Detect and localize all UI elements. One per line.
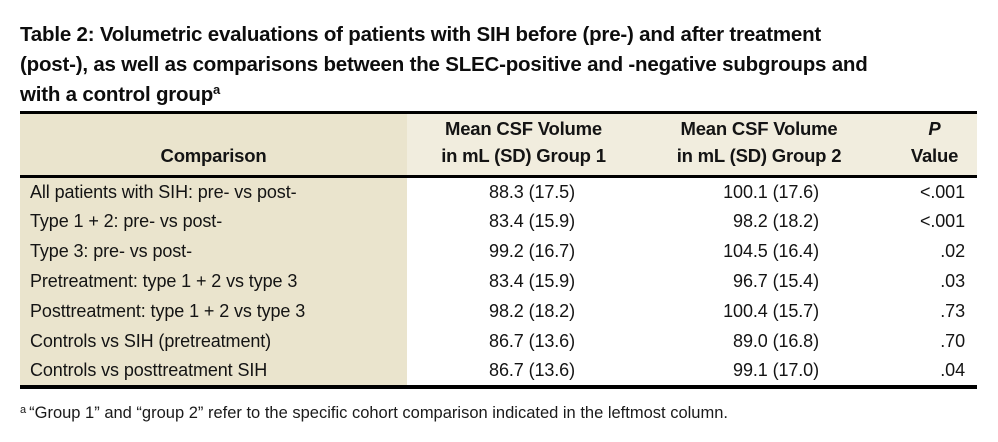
cell-group2: 100.1 (17.6) <box>640 176 862 207</box>
table-header-row: Comparison Mean CSF Volume in mL (SD) Gr… <box>20 112 977 178</box>
table-row: Posttreatment: type 1 + 2 vs type 3 98.2… <box>20 296 977 327</box>
cell-comparison: Pretreatment: type 1 + 2 vs type 3 <box>20 266 407 297</box>
footnote-marker: a <box>20 404 27 416</box>
column-header-group1-line2: in mL (SD) Group 1 <box>441 145 606 166</box>
column-header-p-value: P Value <box>862 112 977 178</box>
table-row: Type 3: pre- vs post- 99.2 (16.7) 104.5 … <box>20 236 977 267</box>
table-caption-line-3-text: with a control group <box>20 83 214 106</box>
cell-p-value: .73 <box>862 296 977 327</box>
cell-group1: 98.2 (18.2) <box>407 296 640 327</box>
cell-group1: 83.4 (15.9) <box>407 206 640 237</box>
column-header-group2-line2: in mL (SD) Group 2 <box>676 145 842 166</box>
table-footnote: a “Group 1” and “group 2” refer to the sp… <box>20 402 970 426</box>
table-caption-line-1: Table 2: Volumetric evaluations of patie… <box>20 23 822 46</box>
table-header: Comparison Mean CSF Volume in mL (SD) Gr… <box>20 112 977 178</box>
cell-p-value: <.001 <box>862 176 977 207</box>
table-caption-footnote-marker: a <box>213 82 221 97</box>
table-row: All patients with SIH: pre- vs post- 88.… <box>20 176 977 207</box>
cell-group2: 99.1 (17.0) <box>640 356 862 387</box>
cell-p-value: <.001 <box>862 206 977 237</box>
cell-group1: 86.7 (13.6) <box>407 356 640 387</box>
column-header-comparison-label: Comparison <box>160 145 267 166</box>
cell-group2: 96.7 (15.4) <box>640 266 862 297</box>
table-caption-line-2: (post-), as well as comparisons between … <box>20 53 868 76</box>
cell-comparison: Posttreatment: type 1 + 2 vs type 3 <box>20 296 407 327</box>
cell-p-value: .70 <box>862 326 977 357</box>
cell-group2: 89.0 (16.8) <box>640 326 862 357</box>
table-row: Pretreatment: type 1 + 2 vs type 3 83.4 … <box>20 266 977 297</box>
volumetric-table: Comparison Mean CSF Volume in mL (SD) Gr… <box>20 111 977 389</box>
table-row: Controls vs SIH (pretreatment) 86.7 (13.… <box>20 326 977 357</box>
column-header-group2: Mean CSF Volume in mL (SD) Group 2 <box>640 112 862 178</box>
cell-group1: 83.4 (15.9) <box>407 266 640 297</box>
column-header-p-value-line1: P <box>928 118 941 139</box>
cell-comparison: Type 1 + 2: pre- vs post- <box>20 206 407 237</box>
column-header-group1: Mean CSF Volume in mL (SD) Group 1 <box>407 112 640 178</box>
cell-comparison: Controls vs SIH (pretreatment) <box>20 326 407 357</box>
cell-group2: 98.2 (18.2) <box>640 206 862 237</box>
cell-comparison: Controls vs posttreatment SIH <box>20 356 407 387</box>
table-row: Controls vs posttreatment SIH 86.7 (13.6… <box>20 356 977 387</box>
cell-group2: 104.5 (16.4) <box>640 236 862 267</box>
cell-group2: 100.4 (15.7) <box>640 296 862 327</box>
cell-p-value: .02 <box>862 236 977 267</box>
cell-group1: 86.7 (13.6) <box>407 326 640 357</box>
column-header-group2-line1: Mean CSF Volume <box>680 118 838 139</box>
cell-comparison: Type 3: pre- vs post- <box>20 236 407 267</box>
footnote-text: “Group 1” and “group 2” refer to the spe… <box>29 404 728 422</box>
cell-group1: 99.2 (16.7) <box>407 236 640 267</box>
cell-comparison: All patients with SIH: pre- vs post- <box>20 176 407 207</box>
cell-group1: 88.3 (17.5) <box>407 176 640 207</box>
table-body: All patients with SIH: pre- vs post- 88.… <box>20 176 977 387</box>
cell-p-value: .03 <box>862 266 977 297</box>
table-row: Type 1 + 2: pre- vs post- 83.4 (15.9) 98… <box>20 206 977 237</box>
column-header-group1-line1: Mean CSF Volume <box>444 118 602 139</box>
cell-p-value: .04 <box>862 356 977 387</box>
table-caption: Table 2: Volumetric evaluations of patie… <box>20 20 970 112</box>
column-header-comparison: Comparison <box>20 112 407 178</box>
column-header-p-value-line2: Value <box>910 145 959 166</box>
table-caption-line-3: with a control groupa <box>20 80 970 112</box>
